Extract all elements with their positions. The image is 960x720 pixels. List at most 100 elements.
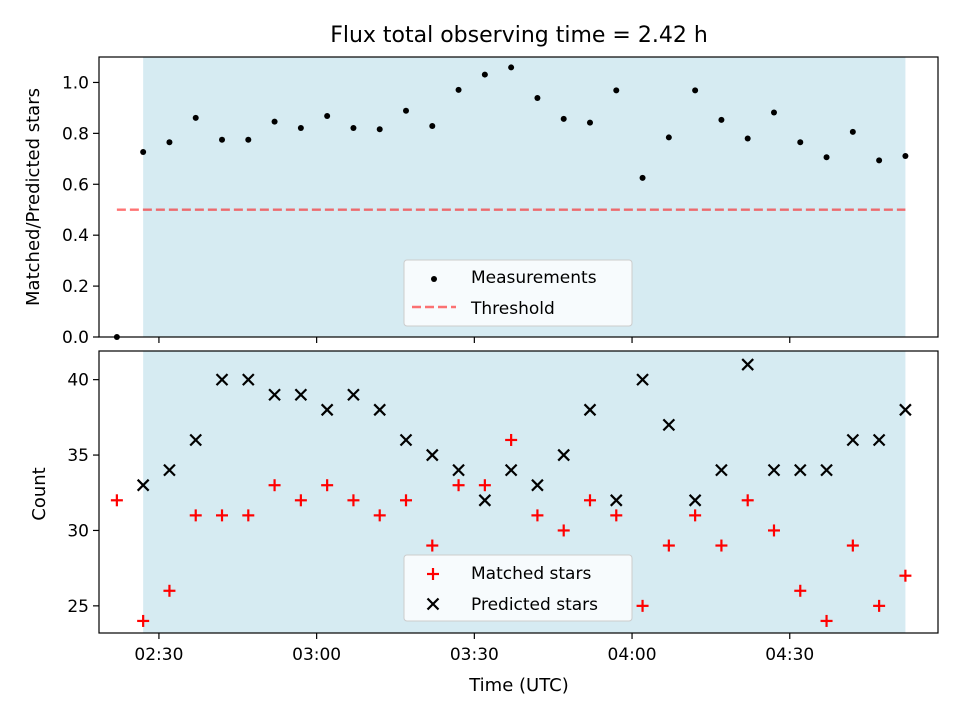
count-panel: 02:30 03:00 03:30 04:00 04:30 25 30 35 40 Matched… xyxy=(67,350,939,665)
measurement-point xyxy=(455,86,462,93)
y-tick-label: 0.0 xyxy=(62,328,89,348)
matched-star-point xyxy=(216,509,229,522)
predicted-star-point xyxy=(610,494,623,507)
y-tick-label: 40 xyxy=(67,371,89,391)
measurement-point xyxy=(613,87,620,94)
predicted-star-point xyxy=(531,478,544,492)
measurement-point xyxy=(324,113,331,120)
predicted-star-point xyxy=(163,463,176,477)
predicted-star-point xyxy=(793,463,807,477)
count-legend: Matched stars Predicted stars xyxy=(403,554,633,622)
measurement-point xyxy=(297,125,304,132)
matched-star-point xyxy=(110,494,123,507)
predicted-star-point xyxy=(899,403,912,417)
predicted-star-point xyxy=(136,478,150,492)
predicted-star-point xyxy=(820,463,833,477)
measurement-point xyxy=(692,87,699,94)
measurement-point xyxy=(823,154,830,161)
x-tick-label: 04:00 xyxy=(608,645,657,665)
measurement-point xyxy=(140,148,147,155)
predicted-star-point xyxy=(242,373,255,386)
matched-star-point xyxy=(294,494,307,507)
matched-star-point xyxy=(741,494,754,507)
predicted-star-point xyxy=(741,358,754,371)
x-axis-label: Time (UTC) xyxy=(468,675,569,696)
y-tick-label: 0.8 xyxy=(62,124,89,144)
measurement-point xyxy=(770,109,777,116)
measurement-point xyxy=(639,174,646,181)
predicted-star-point xyxy=(294,388,308,402)
matched-star-point xyxy=(137,614,150,627)
ratio-legend: Measurements Threshold xyxy=(403,259,633,327)
matched-star-point xyxy=(636,599,649,612)
ratio-panel-y-label: Matched/Predicted stars xyxy=(23,88,44,306)
y-tick-label: 0.2 xyxy=(62,277,89,297)
matched-star-point xyxy=(899,569,912,582)
predicted-star-point xyxy=(846,433,860,447)
y-tick-label: 1.0 xyxy=(62,73,89,93)
matched-star-point xyxy=(873,599,886,612)
predicted-star-point xyxy=(399,433,413,447)
measurement-point xyxy=(219,136,226,143)
measurement-point xyxy=(718,116,725,123)
legend-threshold-label: Threshold xyxy=(470,299,555,319)
matched-star-point xyxy=(689,509,702,522)
matched-star-point xyxy=(505,433,518,446)
x-tick-label: 03:30 xyxy=(450,645,499,665)
legend-matched-marker xyxy=(427,568,439,580)
predicted-star-point xyxy=(583,403,597,417)
legend-box xyxy=(403,259,633,327)
matched-star-point xyxy=(478,479,491,492)
predicted-star-point xyxy=(373,403,386,417)
legend-predicted-marker xyxy=(426,597,440,611)
legend-measurements-marker xyxy=(431,276,437,282)
legend-predicted-label: Predicted stars xyxy=(471,595,598,615)
matched-star-point xyxy=(452,479,465,492)
matched-star-point xyxy=(347,494,360,507)
predicted-star-point xyxy=(268,388,281,402)
matched-star-point xyxy=(189,509,202,522)
matched-star-point xyxy=(767,524,780,537)
matched-star-point xyxy=(662,539,675,552)
matched-star-point xyxy=(321,479,334,492)
matched-star-point xyxy=(163,584,176,597)
count-panel-y-label: Count xyxy=(29,467,50,520)
measurement-point xyxy=(797,139,804,146)
x-tick-label: 03:00 xyxy=(292,645,341,665)
matched-star-point xyxy=(610,509,623,522)
predicted-star-point xyxy=(189,433,203,447)
measurement-point xyxy=(534,94,541,101)
predicted-star-point xyxy=(872,433,886,447)
predicted-star-point xyxy=(767,463,781,477)
x-tick-label: 04:30 xyxy=(765,645,814,665)
predicted-star-point xyxy=(320,403,334,417)
legend-measurements-label: Measurements xyxy=(471,268,597,288)
measurement-point xyxy=(744,135,751,142)
y-tick-label: 0.6 xyxy=(62,175,89,195)
predicted-star-point xyxy=(215,373,229,386)
measurement-point xyxy=(481,71,488,78)
predicted-star-point xyxy=(478,494,492,507)
matched-star-point xyxy=(557,524,570,537)
matched-star-point xyxy=(400,494,413,507)
matched-star-point xyxy=(531,509,544,522)
measurement-point xyxy=(376,126,383,133)
predicted-star-point xyxy=(636,373,649,386)
y-tick-label: 30 xyxy=(67,521,89,541)
matched-star-point xyxy=(583,494,596,507)
axes-frame xyxy=(98,350,939,634)
matched-star-point xyxy=(268,479,281,492)
y-tick-label: 35 xyxy=(67,446,89,466)
matched-star-point xyxy=(794,584,807,597)
ratio-panel: 0.0 0.2 0.4 0.6 0.8 1.0 Measurements Threshold xyxy=(62,56,939,348)
predicted-star-point xyxy=(715,463,728,477)
y-tick-label: 0.4 xyxy=(62,226,89,246)
matched-star-point xyxy=(846,539,859,552)
chart-title: Flux total observing time = 2.42 h xyxy=(330,23,708,48)
measurement-point xyxy=(245,136,252,143)
measurement-point xyxy=(665,134,672,141)
measurement-point xyxy=(429,122,436,129)
axes-frame xyxy=(98,56,939,338)
measurement-point xyxy=(586,119,593,126)
